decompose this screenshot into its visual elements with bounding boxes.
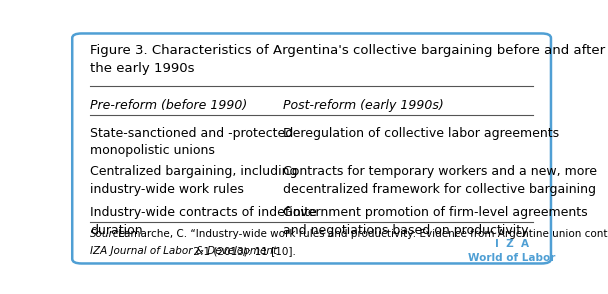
Text: Post-reform (early 1990s): Post-reform (early 1990s)	[283, 99, 444, 112]
Text: Industry-wide contracts of indefinite
duration: Industry-wide contracts of indefinite du…	[90, 206, 317, 237]
Text: Figure 3. Characteristics of Argentina's collective bargaining before and after : Figure 3. Characteristics of Argentina's…	[90, 44, 608, 75]
Text: Contracts for temporary workers and a new, more
decentralized framework for coll: Contracts for temporary workers and a ne…	[283, 166, 597, 196]
Text: IZA Journal of Labor & Development: IZA Journal of Labor & Development	[90, 246, 277, 256]
Text: State-sanctioned and -protected
monopolistic unions: State-sanctioned and -protected monopoli…	[90, 127, 294, 158]
FancyBboxPatch shape	[72, 34, 551, 263]
Text: Lamarche, C. “Industry-wide work rules and productivity: Evidence from Argentine: Lamarche, C. “Industry-wide work rules a…	[115, 229, 608, 239]
Text: Government promotion of firm-level agreements
and negotiations based on producti: Government promotion of firm-level agree…	[283, 206, 588, 237]
Text: Pre-reform (before 1990): Pre-reform (before 1990)	[90, 99, 247, 112]
Text: Source:: Source:	[90, 229, 130, 239]
Text: Deregulation of collective labor agreements: Deregulation of collective labor agreeme…	[283, 127, 559, 140]
Text: I  Z  A: I Z A	[495, 239, 529, 249]
Text: Centralized bargaining, including
industry-wide work rules: Centralized bargaining, including indust…	[90, 166, 298, 196]
Text: 2:1 (2013): 11 [10].: 2:1 (2013): 11 [10].	[190, 246, 296, 256]
Text: World of Labor: World of Labor	[468, 253, 556, 263]
